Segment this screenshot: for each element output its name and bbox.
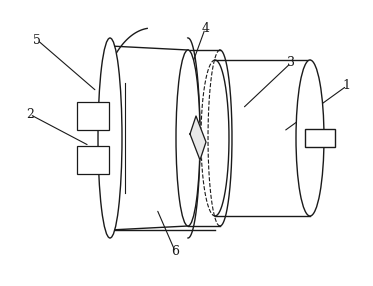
Ellipse shape [176, 50, 200, 226]
Text: 3: 3 [287, 56, 295, 69]
Polygon shape [110, 38, 188, 238]
Bar [305, 129, 335, 147]
Polygon shape [190, 116, 206, 160]
Bar [77, 146, 109, 174]
Bar [77, 102, 109, 130]
Text: 1: 1 [343, 79, 351, 92]
Text: 6: 6 [171, 245, 179, 258]
Ellipse shape [98, 38, 122, 238]
Text: 2: 2 [26, 108, 34, 121]
Ellipse shape [296, 60, 324, 216]
Polygon shape [188, 50, 220, 226]
Text: 4: 4 [201, 22, 209, 35]
Polygon shape [215, 60, 310, 216]
Text: 5: 5 [33, 33, 41, 47]
